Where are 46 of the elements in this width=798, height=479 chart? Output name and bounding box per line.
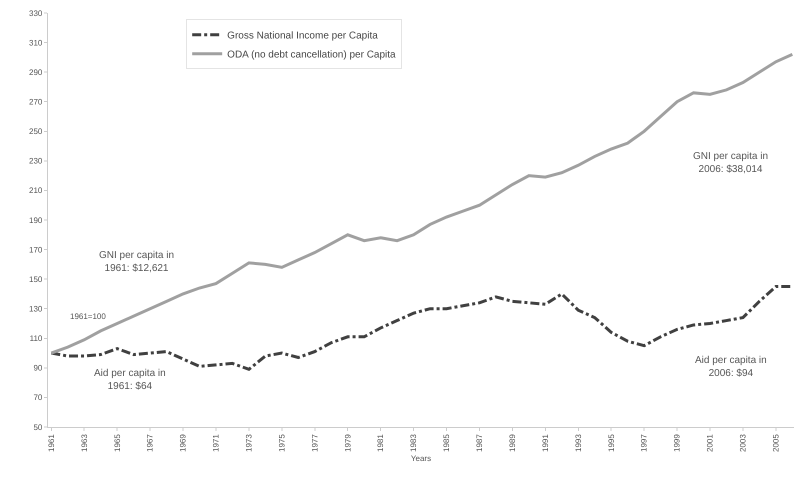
x-tick-label: 1971	[212, 434, 221, 452]
x-tick-label: 1963	[80, 434, 89, 452]
x-tick-label: 1973	[244, 434, 254, 452]
x-axis-title: Years	[410, 454, 432, 464]
annotation: Aid per capita in 1961: $64	[94, 368, 166, 392]
y-tick-label: 90	[33, 364, 43, 373]
y-tick-label: 290	[29, 68, 43, 77]
annotation: Aid per capita in 2006: $94	[695, 355, 767, 379]
y-tick-label: 210	[29, 186, 43, 196]
annotation: 1961=100	[70, 312, 106, 321]
x-tick-label: 1969	[178, 434, 188, 452]
x-tick-label: 1989	[508, 434, 517, 452]
x-tick-label: 1985	[442, 434, 452, 452]
y-tick-label: 110	[30, 334, 43, 344]
y-tick-label: 150	[29, 274, 43, 284]
x-tick-label: 1977	[310, 434, 320, 452]
annotation: GNI per capita in 1961: $12,621	[99, 250, 174, 274]
x-tick-label: 1965	[112, 434, 122, 452]
y-tick-label: 190	[29, 216, 43, 225]
legend-label: ODA (no debt cancellation) per Capita	[227, 50, 396, 61]
x-tick-label: 2001	[706, 434, 715, 452]
legend-label: Gross National Income per Capita	[227, 30, 378, 42]
x-tick-label: 1987	[475, 434, 484, 452]
x-tick-label: 1961	[46, 434, 56, 452]
x-tick-label: 1975	[277, 434, 286, 452]
x-tick-label: 1979	[343, 434, 352, 452]
x-tick-label: 1997	[640, 434, 649, 452]
y-tick-label: 70	[33, 393, 43, 402]
y-tick-label: 330	[29, 8, 43, 18]
y-tick-label: 270	[29, 98, 43, 107]
x-tick-label: 1993	[574, 434, 583, 452]
x-tick-label: 1983	[409, 434, 418, 452]
y-tick-label: 50	[33, 422, 43, 432]
x-tick-label: 2005	[771, 434, 780, 452]
y-tick-label: 230	[29, 156, 43, 166]
x-tick-label: 1981	[376, 434, 386, 452]
y-tick-label: 310	[29, 38, 43, 48]
annotation: GNI per capita in 2006: $38,014	[693, 151, 768, 175]
y-tick-label: 250	[29, 127, 43, 136]
x-tick-label: 1995	[606, 434, 616, 452]
y-tick-label: 130	[29, 304, 43, 314]
x-tick-label: 2003	[738, 434, 748, 452]
x-tick-label: 1991	[540, 434, 550, 452]
x-tick-label: 1967	[146, 434, 155, 452]
x-tick-label: 1999	[672, 434, 682, 452]
y-tick-label: 170	[29, 245, 43, 254]
